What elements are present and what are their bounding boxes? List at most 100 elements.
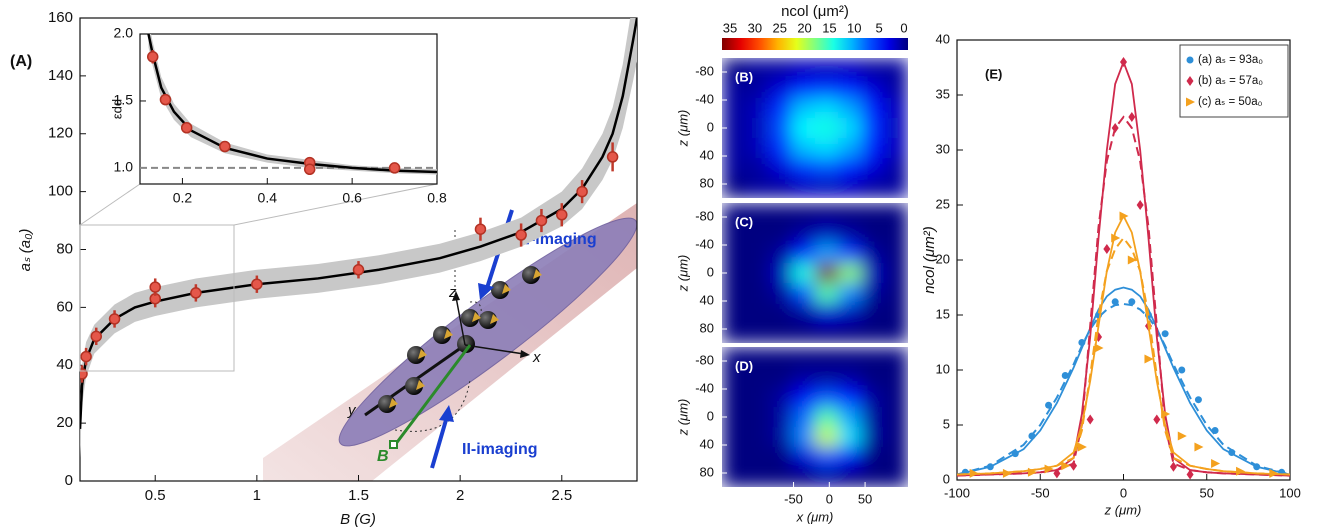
pixel [861,58,886,79]
pixel [745,78,769,99]
pixel [768,467,793,487]
x-tick-label: -50 [1031,485,1050,500]
annotation: B [377,448,389,465]
legend-marker [1186,56,1194,64]
colorbar-tick-label: 35 [723,20,737,35]
arrowhead [520,350,530,358]
pixel [791,367,816,388]
point [606,151,619,163]
pixels [722,58,908,198]
y-tick-label: 160 [48,9,73,26]
pixel [884,367,908,388]
pixel [791,98,816,119]
pixel [722,467,746,487]
y-tick-label: 80 [700,175,714,190]
point [146,51,159,63]
pixel [815,58,839,79]
point [1044,464,1054,474]
pixel [745,158,769,179]
pixel [791,427,816,448]
pixel [838,243,862,264]
point [1011,450,1019,458]
pixel [745,138,769,159]
point [1053,468,1061,479]
pixel [884,138,908,159]
plot-area [80,18,637,458]
y-tick-label: 5 [943,416,950,431]
pixel [791,58,816,79]
pixel [791,387,816,408]
pixel [815,178,839,198]
point [80,350,92,363]
field-arrow [393,344,472,446]
pixel [768,367,793,388]
pixel [722,78,746,99]
pixel [884,263,908,284]
point [352,264,365,276]
point [149,281,161,293]
pixel [884,407,908,428]
legend-box [1179,44,1289,118]
x-tick-label: 0.6 [342,190,362,206]
pixel [722,58,746,79]
pixel [745,58,769,79]
pixel [884,283,908,304]
point [251,278,263,290]
y-tick-label: 0 [943,471,950,486]
pixel [791,263,816,284]
y-tick-label: -80 [695,208,714,223]
x-axis-label: z (μm) [1104,502,1142,517]
colorbar-tick-label: 15 [822,20,836,35]
pixel [838,118,862,139]
pixel [838,263,862,284]
pixel [838,58,862,79]
pixel [815,467,839,487]
pixel [791,158,816,179]
point [1177,431,1187,441]
pixel [722,347,746,368]
pixel [884,303,908,324]
pixel [768,387,793,408]
pixel [861,407,886,428]
pixel [838,427,862,448]
y-axis-label: z (μm) [675,110,690,148]
point [1119,211,1129,221]
point [1269,468,1279,478]
y-tick-label: 20 [56,414,73,431]
image [722,58,908,198]
point [159,93,172,106]
pixel [861,447,886,468]
x-tick-label: 0.2 [173,190,193,206]
pixel [884,323,908,343]
axis-z [455,296,466,346]
pixel [884,347,908,368]
point [474,223,487,235]
pixel [791,303,816,324]
pixel [745,347,769,368]
legend-marker [1186,97,1195,107]
panel-label: (C) [735,214,753,229]
y-axis-label: z (μm) [675,399,690,437]
zoom-line [233,183,438,226]
point [1161,330,1169,338]
pixel [861,347,886,368]
pixel [745,178,769,198]
x-tick-label: 0.4 [258,190,278,206]
legend-label: (b) aₛ = 57a₀ [1198,75,1263,87]
pixel [745,118,769,139]
pixel [838,223,862,244]
pixel [861,367,886,388]
y-axis-label: ncol (μm²) [921,226,938,293]
pixel [791,283,816,304]
point [303,163,316,176]
pixel [722,283,746,304]
pixel [768,303,793,324]
pixel [768,78,793,99]
point [190,287,202,299]
pixel [722,243,746,264]
pixel [791,203,816,224]
pixel [861,243,886,264]
field-base [389,440,398,449]
